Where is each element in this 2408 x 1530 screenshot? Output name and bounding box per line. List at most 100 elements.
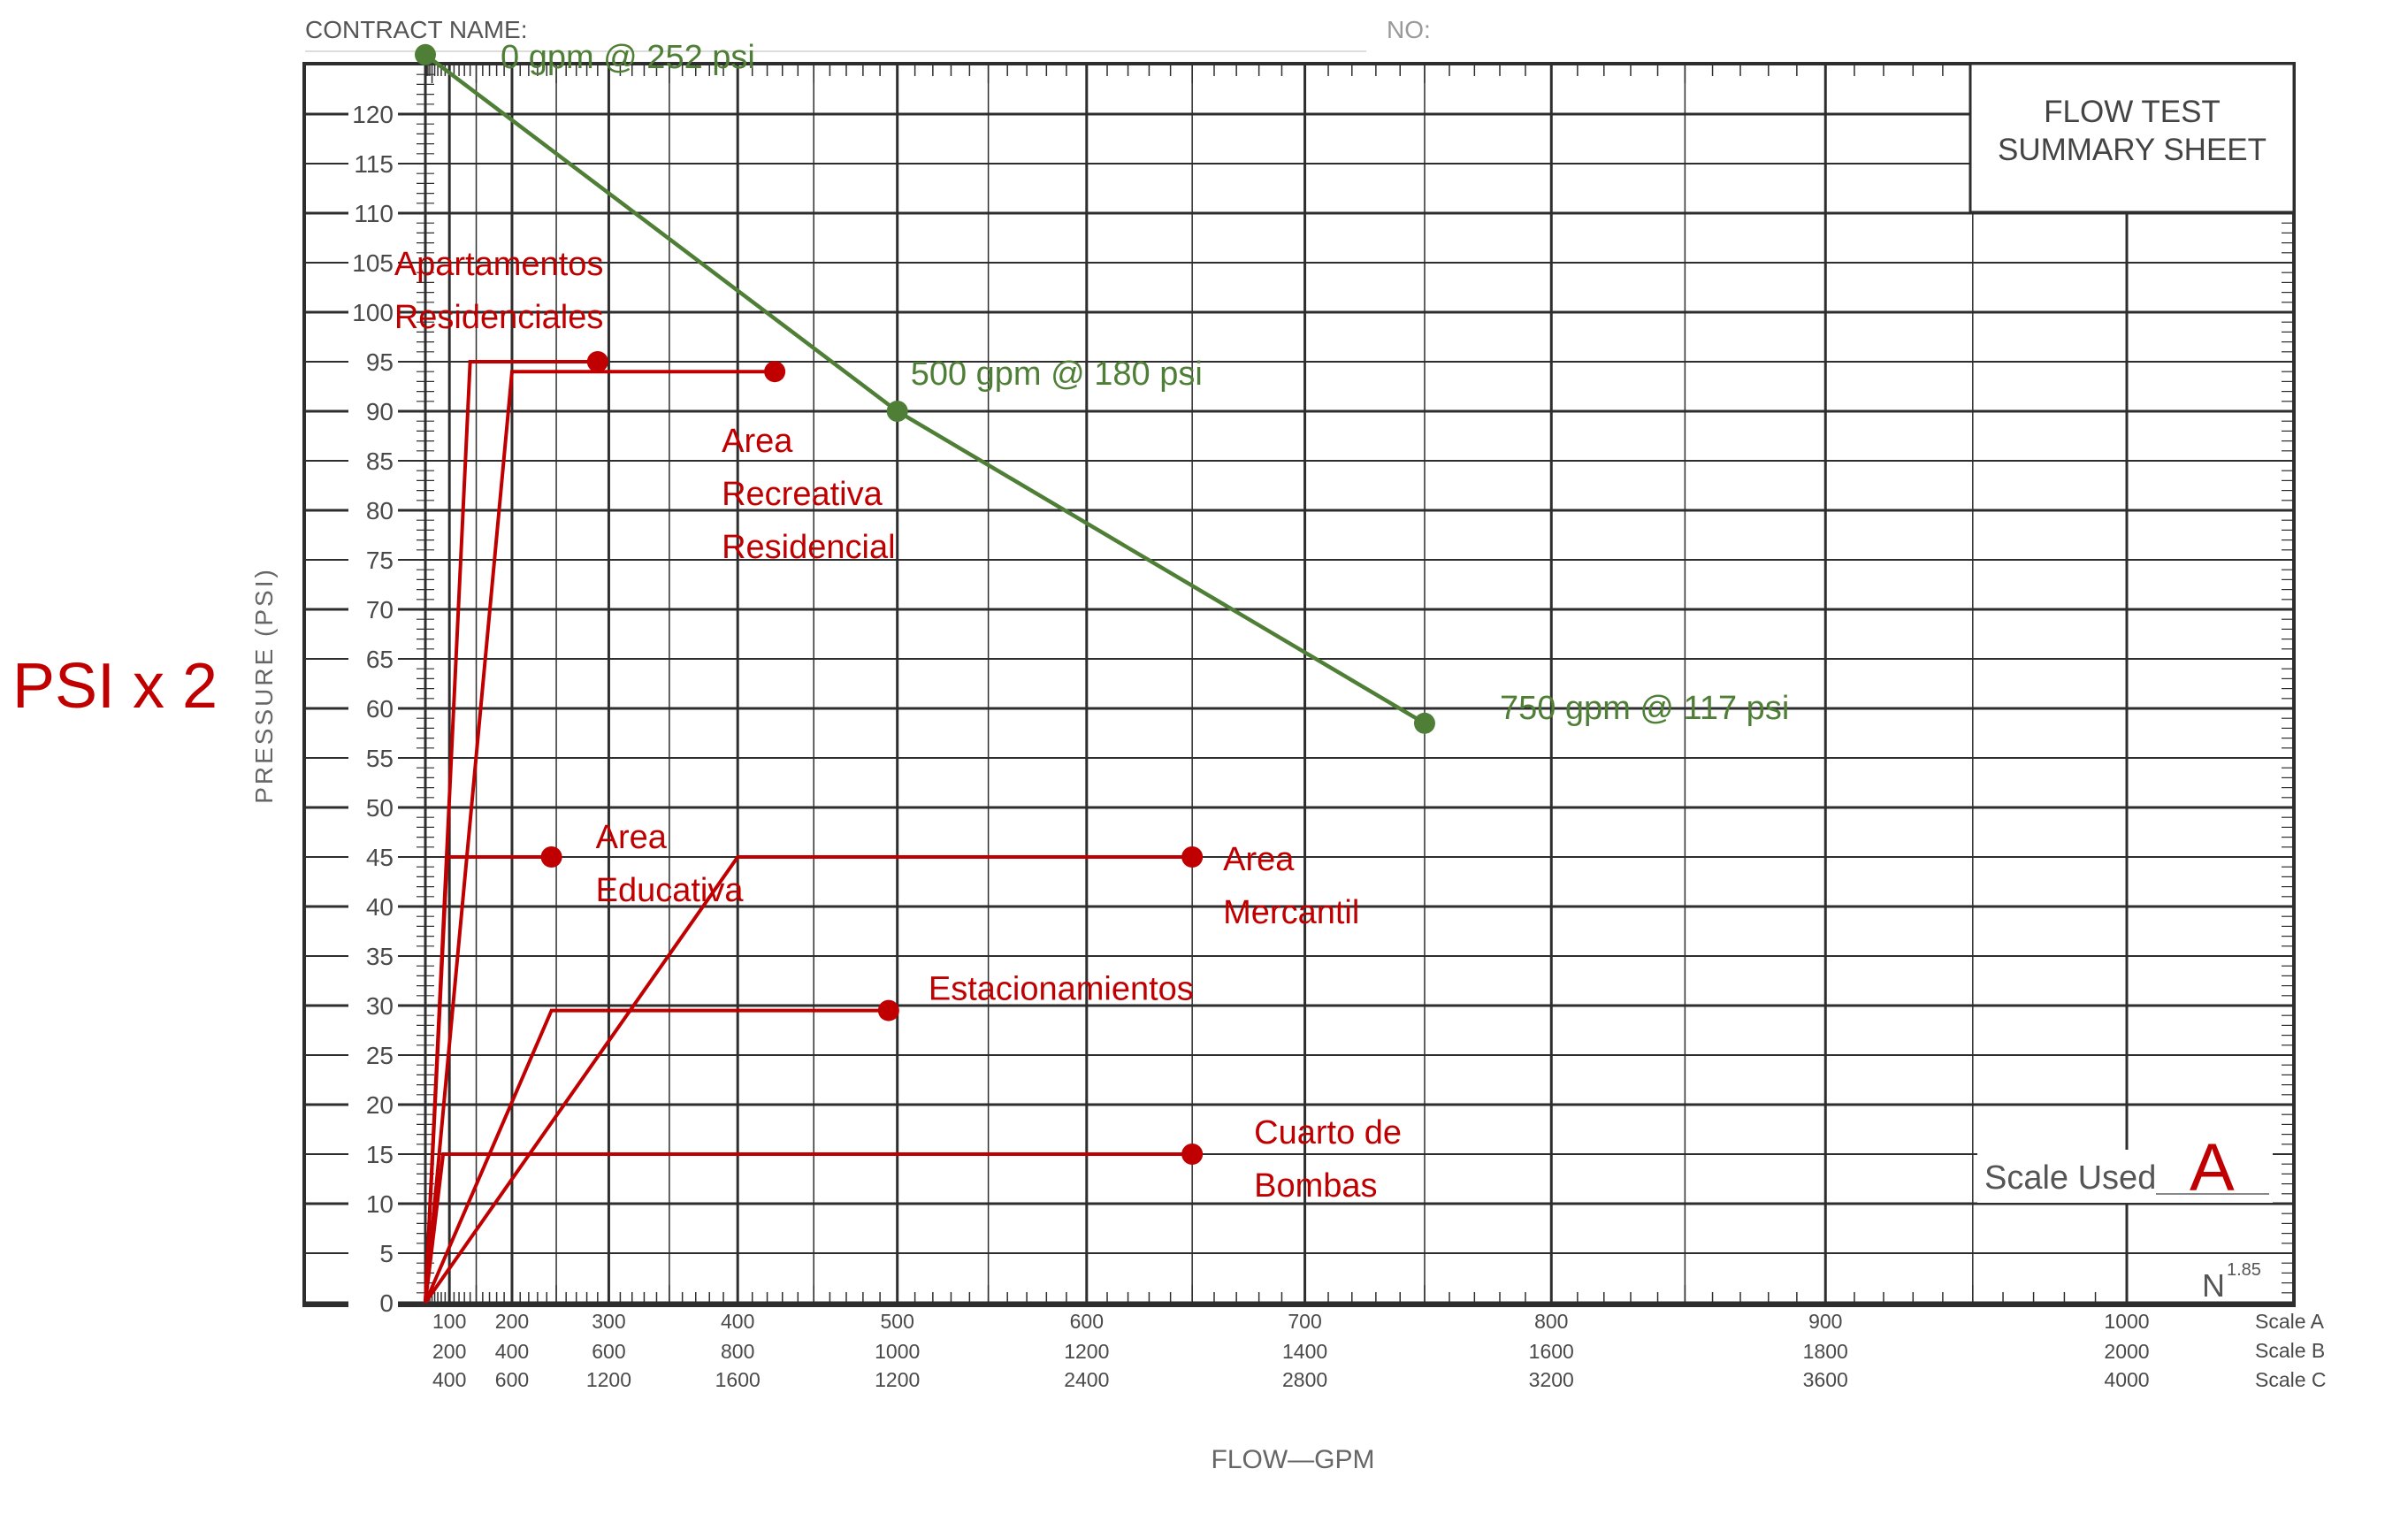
- x-tick-label-scale-b: 600: [592, 1340, 625, 1363]
- y-tick-label-bg: [348, 250, 398, 275]
- y-tick-label-bg: [348, 944, 398, 968]
- x-tick-label-scale-b: 1600: [1529, 1340, 1574, 1363]
- demand-curve: [424, 855, 552, 1304]
- x-tick-label-scale-a: 400: [721, 1310, 754, 1333]
- x-tick-label-scale-b: 1200: [1064, 1340, 1109, 1363]
- x-tick-label-scale-a: 200: [495, 1310, 529, 1333]
- y-tick-label-bg: [348, 1191, 398, 1216]
- x-tick-label-scale-b: 1800: [1803, 1340, 1848, 1363]
- y-tick-label: 35: [366, 943, 394, 970]
- y-tick-label-bg: [348, 1092, 398, 1117]
- x-tick-label-scale-c: 600: [495, 1368, 529, 1391]
- x-tick-label-scale-b: 800: [721, 1340, 754, 1363]
- y-tick-label-bg: [348, 845, 398, 869]
- y-tick-label-bg: [348, 547, 398, 572]
- y-tick-label: 10: [366, 1190, 394, 1218]
- y-tick-label: 95: [366, 348, 394, 376]
- y-tick-label: 70: [366, 596, 394, 623]
- y-tick-label: 50: [366, 794, 394, 822]
- demand-layer: Apartamentos Residenciales Area Recreativa R…: [394, 246, 1402, 1304]
- x-tick-label-scale-c: 2800: [1282, 1368, 1327, 1391]
- y-tick-label: 90: [366, 398, 394, 425]
- y-tick-label-bg: [348, 102, 398, 126]
- demand-label: Educativa: [596, 872, 745, 909]
- y-tick-label-bg: [348, 498, 398, 523]
- demand-point: [1181, 1144, 1204, 1165]
- supply-layer: 0 gpm @ 252 psi 500 gpm @ 180 psi 750 gpm …: [415, 39, 1789, 734]
- demand-point: [764, 361, 786, 383]
- y-tick-label: 120: [352, 101, 394, 128]
- y-tick-label-bg: [348, 1043, 398, 1067]
- demand-curve: [424, 1008, 889, 1304]
- scale-label: Scale B: [2255, 1339, 2325, 1362]
- scale-label: Scale A: [2255, 1310, 2325, 1333]
- y-tick-label: 100: [352, 299, 394, 326]
- y-tick-label-bg: [348, 1290, 398, 1315]
- demand-label: Area: [1223, 841, 1295, 878]
- supply-label: 500 gpm @ 180 psi: [911, 356, 1203, 393]
- scale-used-value: A: [2190, 1130, 2235, 1205]
- y-tick-label-bg: [348, 399, 398, 424]
- demand-curve: [424, 855, 1193, 1304]
- demand-label: Residenciales: [394, 299, 604, 336]
- x-tick-label-scale-a: 900: [1808, 1310, 1842, 1333]
- x-tick-label-scale-a: 100: [432, 1310, 466, 1333]
- x-tick-label-scale-c: 3600: [1803, 1368, 1848, 1391]
- demand-curve: [424, 1152, 1193, 1304]
- x-tick-label-scale-c: 400: [432, 1368, 466, 1391]
- x-tick-label-scale-c: 2400: [1064, 1368, 1109, 1391]
- x-tick-label-scale-b: 1000: [875, 1340, 920, 1363]
- demand-label: Bombas: [1254, 1167, 1377, 1205]
- x-axis-label: FLOW—GPM: [1212, 1445, 1375, 1474]
- x-tick-label-scale-b: 1400: [1282, 1340, 1327, 1363]
- y-tick-label-bg: [348, 746, 398, 770]
- n-label-box: [2188, 1256, 2276, 1300]
- y-tick-label: 0: [379, 1289, 394, 1317]
- x-tick-label-scale-a: 700: [1288, 1310, 1321, 1333]
- supply-label: 750 gpm @ 117 psi: [1500, 690, 1789, 727]
- plot-frame: [302, 62, 2296, 1307]
- scale-used-label: Scale Used: [1984, 1159, 2156, 1197]
- x-tick-label-scale-a: 500: [881, 1310, 914, 1333]
- supply-label: 0 gpm @ 252 psi: [501, 39, 755, 76]
- x-tick-label-scale-c: 1200: [586, 1368, 631, 1391]
- y-tick-label: 85: [366, 448, 394, 475]
- title-box: [1968, 62, 2296, 214]
- y-tick-label: 115: [354, 150, 394, 178]
- x-tick-label-scale-a: 1000: [2104, 1310, 2149, 1333]
- x-tick-label-scale-c: 3200: [1529, 1368, 1574, 1391]
- x-tick-label-scale-c: 1200: [875, 1368, 920, 1391]
- y-tick-label: 45: [366, 844, 394, 871]
- demand-point: [586, 351, 608, 372]
- y-tick-label-bg: [348, 300, 398, 325]
- y-tick-label: 15: [366, 1141, 394, 1168]
- demand-label: Area: [596, 819, 668, 856]
- no-label: NO:: [1387, 16, 1431, 43]
- demand-label: Apartamentos: [394, 246, 604, 283]
- y-tick-label-bg: [348, 1142, 398, 1167]
- x-tick-label-scale-c: 1600: [715, 1368, 761, 1391]
- tick-layer: 0 5 10 15 20 25 30 35 40 45 50 55 60 65 70 75 80 85 90 95 10…: [348, 65, 2327, 1391]
- y-tick-label: 60: [366, 695, 394, 723]
- x-tick-label-scale-c: 4000: [2104, 1368, 2149, 1391]
- demand-label: Area: [722, 423, 793, 460]
- x-tick-label-scale-b: 400: [495, 1340, 529, 1363]
- y-tick-label: 65: [366, 646, 394, 673]
- y-tick-label-bg: [348, 597, 398, 622]
- demand-label: Cuarto de: [1254, 1114, 1402, 1151]
- y-tick-label: 20: [366, 1091, 394, 1119]
- y-tick-label-bg: [348, 1241, 398, 1266]
- y-tick-label: 40: [366, 893, 394, 921]
- y-tick-label: 105: [352, 249, 394, 277]
- title-line-1: FLOW TEST: [2044, 95, 2221, 129]
- demand-curve: [424, 370, 776, 1304]
- n-exponent: 1.85: [2227, 1260, 2261, 1280]
- y-tick-label-bg: [348, 795, 398, 820]
- x-tick-label-scale-a: 800: [1534, 1310, 1568, 1333]
- y-tick-label: 110: [354, 200, 394, 227]
- y-tick-label-bg: [348, 349, 398, 374]
- demand-label: Residencial: [722, 529, 895, 566]
- y-tick-label-bg: [348, 448, 398, 473]
